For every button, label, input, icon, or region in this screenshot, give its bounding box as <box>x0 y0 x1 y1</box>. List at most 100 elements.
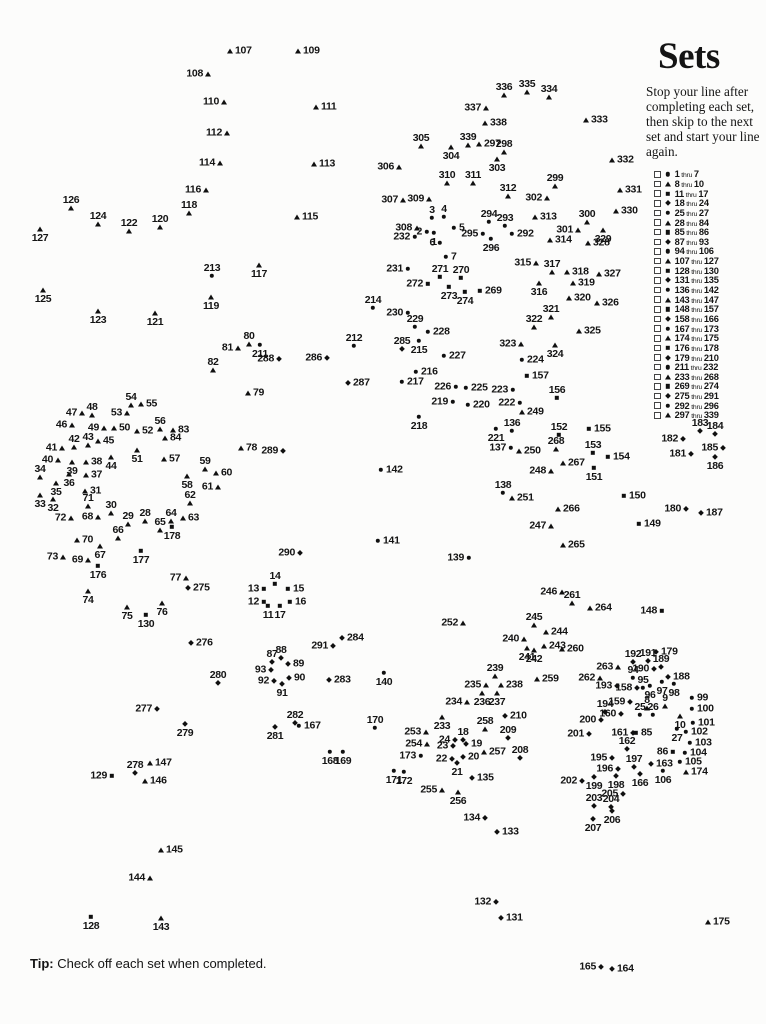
triangle-marker-icon <box>170 427 176 433</box>
triangle-marker-icon <box>465 142 471 148</box>
circle-marker-icon <box>340 749 346 755</box>
dot-number-label: 118 <box>180 198 198 211</box>
dot-number-label: 163 <box>656 757 673 770</box>
set-checkbox[interactable] <box>654 344 661 352</box>
dot-number-label: 144 <box>128 871 145 884</box>
dot-number-label: 114 <box>198 156 215 169</box>
square-marker-icon <box>665 268 671 274</box>
legend-set-item: 94 thru 106 <box>654 246 766 257</box>
square-marker-icon <box>143 612 149 618</box>
dot-number-label: 30 <box>105 498 117 511</box>
dot-number-label: 136 <box>503 416 521 429</box>
dot-number-label: 28 <box>139 506 151 519</box>
set-checkbox[interactable] <box>654 334 661 342</box>
set-range-label: 25 thru 27 <box>674 207 709 218</box>
triangle-marker-icon <box>531 622 537 628</box>
set-checkbox[interactable] <box>654 315 661 323</box>
dot-number-label: 38 <box>91 455 103 468</box>
diamond-marker-icon <box>591 803 597 809</box>
set-checkbox[interactable] <box>654 354 661 361</box>
legend-set-item: 148 thru 157 <box>654 304 766 314</box>
set-checkbox[interactable] <box>654 199 661 207</box>
set-checkbox[interactable] <box>654 171 661 178</box>
set-checkbox[interactable] <box>654 286 661 294</box>
diamond-marker-icon <box>324 355 330 361</box>
set-range-label: 94 thru 106 <box>674 246 714 257</box>
set-checkbox[interactable] <box>654 238 661 246</box>
triangle-marker-icon <box>245 390 251 396</box>
dot-number-label: 52 <box>142 424 154 437</box>
set-checkbox[interactable] <box>654 190 661 197</box>
dot-number-label: 137 <box>489 441 506 454</box>
sets-legend-panel: Sets Stop your line after completing eac… <box>646 38 766 420</box>
dot-number-label: 268 <box>547 434 565 447</box>
set-checkbox[interactable] <box>654 412 661 419</box>
circle-marker-icon <box>640 685 646 691</box>
diamond-marker-icon <box>664 200 671 207</box>
dot-number-label: 336 <box>495 80 513 93</box>
set-checkbox[interactable] <box>654 180 661 188</box>
triangle-marker-icon <box>40 287 46 293</box>
set-checkbox[interactable] <box>654 296 661 303</box>
legend-set-item: 143 thru 147 <box>654 295 766 305</box>
set-checkbox[interactable] <box>654 248 661 255</box>
circle-marker-icon <box>378 467 384 473</box>
dot-number-label: 154 <box>613 450 630 463</box>
diamond-marker-icon <box>505 735 511 741</box>
circle-marker-icon <box>630 675 636 681</box>
diamond-marker-icon <box>712 431 718 437</box>
set-checkbox[interactable] <box>654 383 661 390</box>
circle-marker-icon <box>682 750 688 756</box>
dot-number-label: 25 <box>634 700 646 713</box>
dot-number-label: 201 <box>567 727 584 740</box>
set-checkbox[interactable] <box>654 306 661 313</box>
dot-number-label: 17 <box>274 609 286 621</box>
set-checkbox[interactable] <box>654 209 661 217</box>
dot-number-label: 199 <box>585 780 603 792</box>
circle-marker-icon <box>659 679 665 685</box>
triangle-marker-icon <box>50 496 56 502</box>
square-marker-icon <box>477 288 483 294</box>
set-checkbox[interactable] <box>654 392 661 400</box>
circle-marker-icon <box>687 740 693 746</box>
triangle-marker-icon <box>85 557 91 563</box>
dot-number-label: 296 <box>482 242 500 254</box>
triangle-marker-icon <box>71 444 77 450</box>
dot-number-label: 26 <box>647 700 659 713</box>
dot-number-label: 51 <box>131 453 143 465</box>
legend-set-item: 87 thru 93 <box>654 237 766 247</box>
set-checkbox[interactable] <box>654 373 661 381</box>
set-checkbox[interactable] <box>654 402 661 410</box>
dot-number-label: 271 <box>431 262 449 275</box>
dot-number-label: 235 <box>464 678 481 691</box>
set-checkbox[interactable] <box>654 267 661 275</box>
set-checkbox[interactable] <box>654 228 661 236</box>
dot-number-label: 255 <box>420 783 437 796</box>
diamond-marker-icon <box>297 550 303 556</box>
triangle-marker-icon <box>180 515 186 521</box>
set-checkbox[interactable] <box>654 325 661 332</box>
dot-number-label: 23 <box>436 739 448 752</box>
dot-number-label: 237 <box>488 696 506 708</box>
set-checkbox[interactable] <box>654 363 661 371</box>
circle-marker-icon <box>453 384 459 390</box>
dot-number-label: 226 <box>434 380 451 393</box>
triangle-marker-icon <box>585 240 591 246</box>
square-marker-icon <box>285 586 291 592</box>
dot-number-label: 300 <box>578 207 596 220</box>
set-checkbox[interactable] <box>654 277 661 284</box>
dot-number-label: 234 <box>445 695 462 708</box>
triangle-marker-icon <box>531 647 537 653</box>
triangle-marker-icon <box>596 271 602 277</box>
triangle-marker-icon <box>313 104 319 110</box>
triangle-marker-icon <box>533 260 539 266</box>
dot-number-label: 92 <box>257 674 269 687</box>
dot-number-label: 246 <box>540 585 557 598</box>
dot-number-label: 167 <box>304 719 321 732</box>
diamond-marker-icon <box>460 754 466 760</box>
triangle-marker-icon <box>101 425 107 431</box>
dot-number-label: 31 <box>90 484 102 497</box>
set-checkbox[interactable] <box>654 219 661 226</box>
set-checkbox[interactable] <box>654 257 661 265</box>
